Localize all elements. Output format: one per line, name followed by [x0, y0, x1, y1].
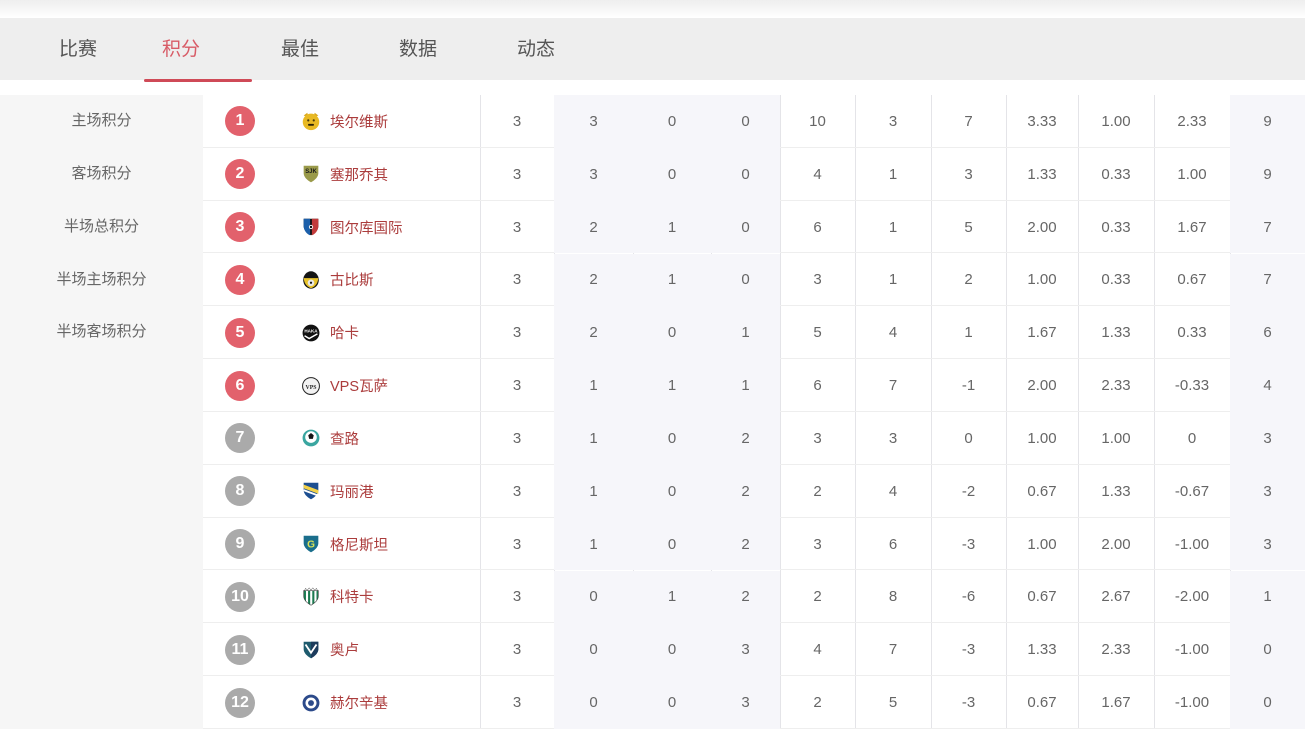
svg-text:SJK: SJK: [305, 169, 317, 175]
svg-text:VPS: VPS: [306, 385, 317, 391]
svg-text:G: G: [307, 540, 315, 551]
svg-text:HAKA: HAKA: [304, 328, 318, 333]
